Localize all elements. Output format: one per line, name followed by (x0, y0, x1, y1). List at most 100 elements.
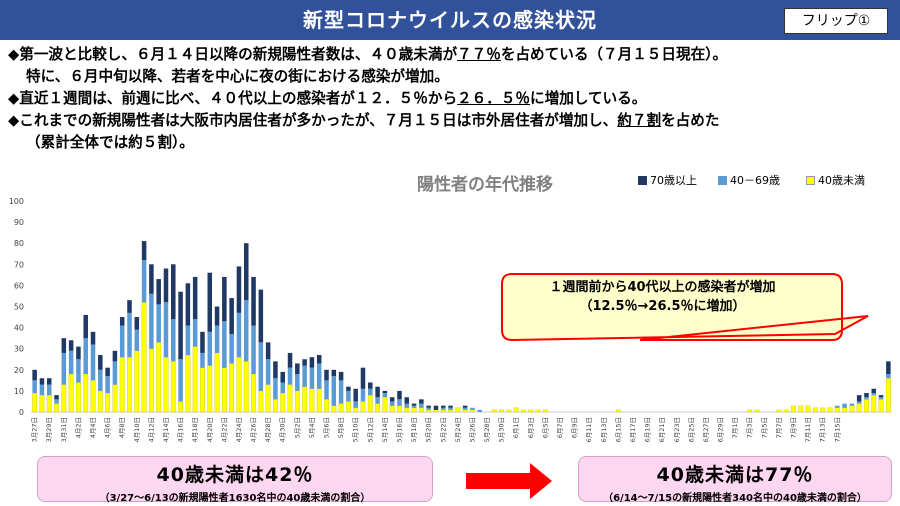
bar-segment (470, 407, 475, 410)
bar-segment (849, 405, 855, 413)
x-tick-label: 3月31日 (60, 417, 68, 442)
bar-segment (389, 397, 395, 402)
bar-segment (251, 373, 256, 413)
bar-segment (251, 325, 256, 375)
bar-segment (375, 397, 380, 404)
x-tick-label: 6月1日 (512, 417, 520, 438)
bar-segment (141, 260, 147, 303)
bar-segment (360, 401, 366, 413)
bar-segment (112, 361, 118, 385)
bar-segment (382, 390, 388, 394)
callout-bubble (501, 273, 869, 342)
bar-segment (97, 390, 103, 413)
x-tick-label: 4月16日 (177, 417, 185, 442)
bar-segment (419, 403, 424, 408)
bar-segment (105, 392, 111, 413)
bar-segment (185, 283, 191, 326)
bar-segment (178, 359, 183, 402)
bar-segment (871, 388, 877, 394)
x-tick-label: 7月1日 (731, 417, 739, 438)
bar-segment (426, 405, 431, 408)
bar-segment (90, 331, 96, 345)
bar-segment (448, 409, 453, 413)
bar-segment (324, 380, 329, 400)
x-tick-label: 5月4日 (308, 417, 316, 438)
bar-segment (200, 367, 205, 413)
y-tick-label: 70 (14, 260, 24, 269)
bar-segment (156, 342, 162, 413)
summary-box-left: 40歳未満は42％ （3/27～6/13の新規陽性者1630名中の40歳未満の割… (37, 456, 433, 504)
bar-segment (68, 340, 74, 351)
bar-segment (324, 399, 329, 413)
bar-segment (878, 399, 884, 413)
bar-segment (163, 268, 169, 303)
x-tick-label: 6月5日 (541, 417, 549, 438)
bar-segment (163, 302, 169, 358)
bar-segment (83, 373, 89, 413)
bar-segment (148, 348, 154, 413)
bar-segment (229, 298, 234, 334)
bar-segment (185, 325, 191, 356)
x-tick-label: 4月20日 (206, 417, 214, 442)
bar-segment (397, 390, 402, 400)
bar-segment (294, 390, 300, 413)
bar-segment (46, 384, 52, 396)
bar-segment (46, 394, 52, 413)
bar-segment (251, 276, 256, 326)
bar-segment (280, 392, 286, 413)
bar-segment (222, 321, 227, 368)
bar-segment (214, 306, 220, 326)
bar-segment (39, 384, 45, 396)
bar-segment (426, 409, 432, 413)
bar-segment (229, 333, 234, 364)
x-tick-label: 6月3日 (527, 417, 535, 438)
bar-segment (265, 342, 271, 360)
legend-40-69: 40－69歳 (718, 172, 780, 188)
bar-segment (192, 319, 198, 347)
bar-segment (214, 352, 220, 413)
legend-swatch-70plus (638, 175, 647, 185)
x-tick-label: 7月11日 (804, 417, 812, 442)
y-tick-label: 40 (14, 324, 24, 333)
bar-segment (528, 409, 534, 413)
x-tick-label: 6月15日 (614, 417, 622, 442)
bar-segment (287, 384, 293, 413)
bar-segment (258, 342, 264, 391)
bar-segment (331, 376, 337, 406)
bar-segment (878, 395, 884, 398)
x-tick-label: 5月28日 (483, 417, 491, 442)
bar-segment (375, 386, 380, 398)
x-tick-label: 4月10日 (133, 417, 141, 442)
bar-segment (287, 352, 293, 368)
bar-segment (338, 380, 344, 404)
bar-segment (513, 407, 519, 413)
bar-segment (32, 369, 37, 381)
page-title: 新型コロナウイルスの感染状況 (303, 8, 597, 32)
x-tick-label: 5月8日 (337, 417, 345, 438)
bar-segment (754, 409, 760, 413)
legend-swatch-under40 (806, 175, 815, 185)
bullet-3: ◆これまでの新規陽性者は大阪市内居住者が多かったが、７月１５日は市外居住者が増加… (8, 112, 720, 129)
x-tick-label: 7月13日 (819, 417, 827, 442)
bar-group (32, 241, 891, 413)
bar-segment (280, 382, 285, 394)
bar-segment (521, 409, 526, 413)
bar-segment (61, 338, 67, 353)
bar-segment (871, 394, 877, 413)
bar-segment (331, 369, 337, 377)
bar-segment (506, 409, 512, 413)
bar-segment (462, 409, 468, 413)
bar-segment (185, 354, 191, 413)
bar-segment (98, 355, 103, 370)
bullet-1-continued: 特に、６月中旬以降、若者を中心に夜の街における感染が増加。 (26, 68, 449, 85)
bar-segment (345, 401, 351, 413)
x-tick-label: 7月9日 (790, 417, 798, 438)
bar-segment (229, 363, 235, 413)
bar-segment (842, 407, 847, 413)
bar-segment (864, 393, 869, 398)
bar-segment (448, 405, 453, 408)
bar-segment (411, 407, 417, 413)
bar-segment (98, 369, 103, 391)
bar-segment (871, 393, 877, 396)
x-tick-label: 6月13日 (600, 417, 608, 442)
